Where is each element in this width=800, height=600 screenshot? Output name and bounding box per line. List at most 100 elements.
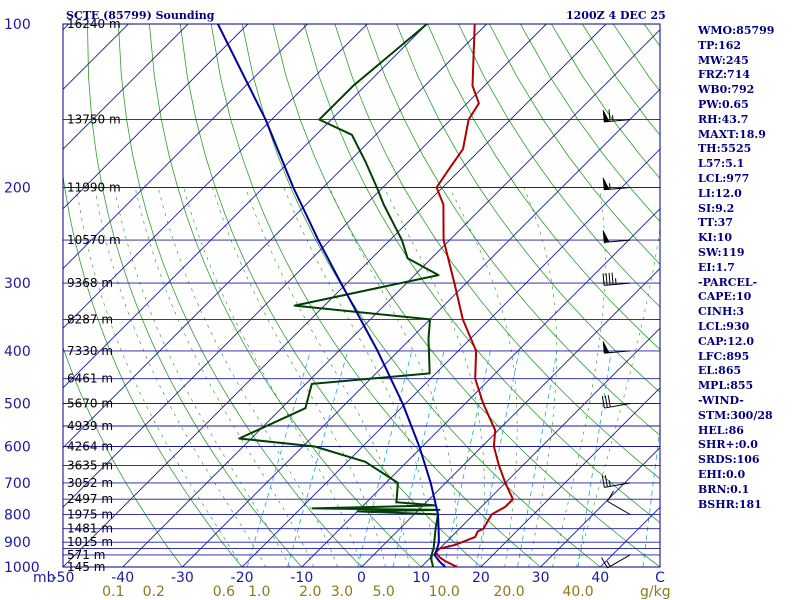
- height-label: 1015 m: [67, 535, 113, 549]
- moist-adiabat: [134, 187, 314, 567]
- isotherm: [63, 24, 428, 389]
- sounding-index: LI:12.0: [698, 186, 742, 200]
- height-label: 571 m: [67, 548, 105, 562]
- mixing-ratio-tick-label: 20.0: [494, 584, 525, 600]
- dry-adiabat: [118, 24, 363, 567]
- wind-barb-feather: [607, 490, 614, 502]
- wind-barb-feather: [608, 272, 611, 285]
- sounding-index: TT:37: [698, 216, 733, 230]
- dewpoint-profile: [238, 24, 441, 567]
- mixing-ratio-unit-label: g/kg: [640, 584, 671, 600]
- mixing-ratio-tick-label: 0.2: [143, 584, 165, 600]
- sounding-index: EHI:0.0: [698, 467, 746, 481]
- temperature-tick-label: 0: [357, 570, 366, 586]
- sounding-index: EL:865: [698, 364, 742, 378]
- wind-barb: [607, 490, 631, 515]
- sounding-index: CAPE:10: [698, 290, 752, 304]
- temperature-tick-label: C: [655, 570, 665, 586]
- sounding-index: TP:162: [698, 38, 742, 52]
- dry-adiabat: [365, 24, 660, 436]
- wind-barb-flag: [602, 177, 610, 191]
- temperature-tick-label: 20: [472, 570, 490, 586]
- height-label: 4264 m: [67, 440, 113, 454]
- isotherm: [63, 24, 249, 210]
- pressure-tick-label: 900: [4, 535, 31, 551]
- wind-barb: [602, 177, 631, 191]
- sounding-index: EI:1.7: [698, 260, 735, 274]
- temperature-tick-label: -30: [171, 570, 194, 586]
- pressure-tick-label: 700: [4, 476, 31, 492]
- height-label: 2497 m: [67, 492, 113, 506]
- height-label: 16240 m: [67, 17, 121, 31]
- wind-barb-feather: [605, 273, 608, 286]
- sounding-index: SI:9.2: [698, 201, 735, 215]
- parcel-profile: [217, 24, 446, 567]
- isotherm: [63, 24, 607, 567]
- wind-barb: [601, 474, 631, 488]
- isotherm: [63, 24, 487, 449]
- pressure-tick-label: 1000: [4, 560, 40, 576]
- sounding-index: CAP:12.0: [698, 334, 755, 348]
- height-label: 3635 m: [67, 458, 113, 472]
- height-label: 145 m: [67, 560, 105, 574]
- temperature-tick-label: -40: [111, 570, 134, 586]
- wind-barb-half-feather: [606, 560, 611, 567]
- pressure-tick-label: 300: [4, 276, 31, 292]
- wind-barb-feather: [601, 475, 605, 488]
- wind-barb-feather: [611, 272, 614, 285]
- moist-adiabat: [183, 187, 362, 567]
- sounding-index: L57:5.1: [698, 157, 745, 171]
- mixing-ratio-line: [577, 350, 612, 567]
- pressure-tick-label: 600: [4, 440, 31, 456]
- wind-barb-flag: [602, 341, 610, 354]
- dry-adiabat: [63, 346, 183, 567]
- mixing-ratio-line: [287, 350, 349, 567]
- sounding-index: SRDS:106: [698, 453, 760, 467]
- dry-adiabat: [210, 24, 542, 567]
- height-label: 6461 m: [67, 372, 113, 386]
- isotherm: [63, 24, 368, 329]
- plot-grid: [63, 24, 660, 567]
- temperature-tick-label: -10: [290, 570, 313, 586]
- dry-adiabat: [396, 24, 660, 393]
- isotherm: [63, 24, 308, 270]
- wind-barb-staff: [604, 403, 631, 409]
- pressure-tick-label: 100: [4, 17, 31, 33]
- moist-adiabat: [449, 187, 518, 567]
- plot-frame: [62, 23, 661, 568]
- wind-barb: [602, 230, 631, 243]
- wind-barb-half-feather: [615, 278, 617, 285]
- height-label: 8287 m: [67, 312, 113, 326]
- sounding-index: MAXT:18.9: [698, 127, 766, 141]
- wind-barb: [602, 272, 631, 286]
- mixing-ratio-line: [392, 350, 445, 567]
- isotherm: [539, 446, 660, 567]
- wind-barb-feather: [601, 396, 605, 409]
- wind-barb-flag: [602, 109, 610, 123]
- temperature-tick-label: 40: [591, 570, 609, 586]
- mixing-ratio-line: [642, 424, 660, 567]
- wind-barb-feather: [607, 395, 611, 408]
- dry-adiabat: [149, 24, 422, 567]
- isotherm: [360, 267, 660, 567]
- wind-barb-staff: [607, 554, 631, 569]
- wind-barb-half-feather: [608, 480, 611, 487]
- temperature-tick-label: -20: [231, 570, 254, 586]
- sounding-index: -WIND-: [698, 393, 744, 407]
- sounding-index: PW:0.65: [698, 97, 749, 111]
- dry-adiabat: [179, 24, 482, 567]
- mixing-ratio-line: [246, 350, 311, 567]
- wind-barb-staff: [604, 282, 631, 286]
- isotherm: [63, 24, 547, 508]
- wind-barb-feather: [604, 474, 608, 487]
- mixing-ratio-tick-label: 2.0: [299, 584, 321, 600]
- height-label: 5670 m: [67, 397, 113, 411]
- wind-barb-flag: [602, 230, 610, 243]
- sounding-index: SW:119: [698, 245, 745, 259]
- mixing-ratio-tick-label: 40.0: [562, 584, 593, 600]
- wind-barb: [602, 109, 631, 123]
- sounding-index: RH:43.7: [698, 112, 749, 126]
- wind-barb-half-feather: [609, 183, 611, 190]
- axis-unit-label: mb: [33, 570, 56, 586]
